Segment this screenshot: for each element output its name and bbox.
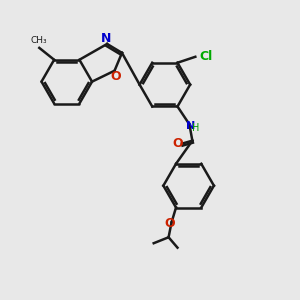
Text: N: N — [100, 32, 111, 45]
Text: CH₃: CH₃ — [31, 36, 48, 45]
Text: O: O — [111, 70, 121, 83]
Text: H: H — [192, 123, 200, 133]
Text: O: O — [172, 137, 183, 150]
Text: O: O — [165, 218, 176, 230]
Text: Cl: Cl — [200, 50, 213, 63]
Text: N: N — [186, 121, 196, 131]
